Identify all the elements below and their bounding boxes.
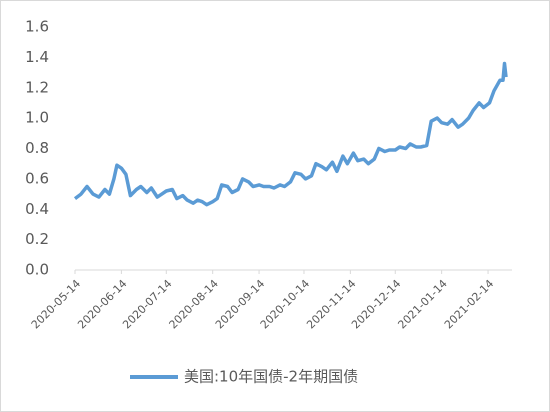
data-line: [73, 61, 508, 207]
y-tick-label: 1.6: [25, 18, 49, 36]
y-tick-label: 0.8: [25, 139, 49, 157]
y-tick-label: 0.4: [25, 200, 49, 218]
y-tick-label: 0.0: [25, 261, 49, 279]
legend-label: 美国:10年国债-2年期国债: [184, 368, 358, 386]
y-tick-label: 1.2: [25, 78, 49, 96]
y-tick-label: 0.2: [25, 230, 49, 248]
y-tick-label: 1.0: [25, 109, 49, 127]
y-tick-label: 1.4: [25, 48, 49, 66]
y-tick-label: 0.6: [25, 169, 49, 187]
